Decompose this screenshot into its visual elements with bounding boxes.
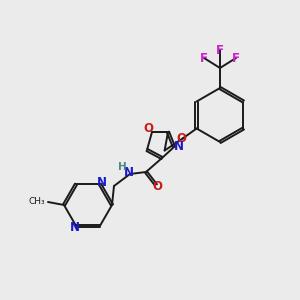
Text: F: F [216,44,224,56]
Text: F: F [200,52,208,64]
Text: O: O [143,122,153,136]
Text: CH₃: CH₃ [28,196,45,206]
Text: N: N [70,221,80,234]
Text: N: N [124,167,134,179]
Text: O: O [152,181,162,194]
Text: O: O [177,132,187,145]
Text: H: H [118,162,126,172]
Text: N: N [97,176,107,189]
Text: F: F [232,52,240,64]
Text: N: N [174,140,184,154]
